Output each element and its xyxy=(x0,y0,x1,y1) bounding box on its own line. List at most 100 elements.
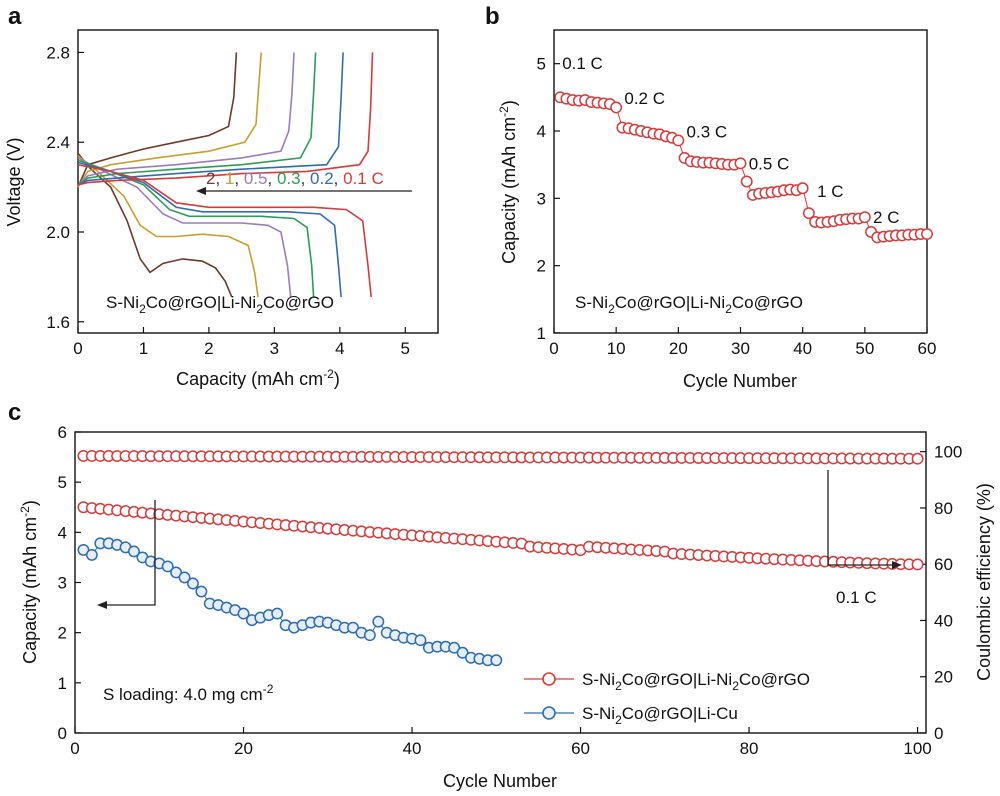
panel-c-blue-capacity-point xyxy=(161,560,174,573)
panel-b-point xyxy=(858,211,871,224)
panel-a-rate-sep: , xyxy=(234,169,243,188)
panel-b: 0 10 20 30 40 50 60 1 2 3 4 5 0.1 C 0.2 C 0.3 C 0.5 C 1… xyxy=(497,29,937,391)
panel-c-y2tick-label: 100 xyxy=(934,443,962,462)
panel-b-xtick-label: 40 xyxy=(793,339,812,358)
panel-c-blue-capacity-point xyxy=(448,641,461,654)
panel-b-point xyxy=(921,228,933,240)
panel-a-charge-curve xyxy=(77,52,374,186)
panel-b-sample-label: S-Ni2Co@rGO|Li-Ni2Co@rGO xyxy=(575,293,803,316)
panel-c-blue-capacity-point xyxy=(170,566,183,579)
panel-c-ylabel: Capacity (mAh cm-2) xyxy=(18,500,40,664)
panel-c-blue-capacity-point xyxy=(85,548,98,561)
legend-label-blue: S-Ni2Co@rGO|Li-Cu xyxy=(582,704,738,727)
panel-a-discharge-curve xyxy=(77,155,259,298)
panel-a-rate-sep: , xyxy=(301,169,310,188)
panel-b-xtick-label: 0 xyxy=(549,339,558,358)
panel-a-rate-5: 0.1 C xyxy=(343,169,384,188)
panel-a-discharge-curve xyxy=(77,161,342,298)
panel-a-ytick-label: 2.4 xyxy=(46,133,70,152)
panel-c-blue-capacity-point xyxy=(187,577,199,590)
panel-b-ytick-label: 2 xyxy=(537,257,546,276)
panel-b-point xyxy=(610,101,623,114)
panel-c-right-arrowhead xyxy=(892,561,902,569)
panel-a-ylabel: Voltage (V) xyxy=(4,137,24,226)
panel-c-xtick-label: 60 xyxy=(571,739,590,758)
panel-b-rate-label: 0.2 C xyxy=(624,89,665,108)
panel-c-ytick-label: 3 xyxy=(58,574,67,593)
panel-c-blue-capacity-point xyxy=(128,545,140,558)
panel-a-xtick-label: 1 xyxy=(139,339,148,358)
panel-a-discharge-curve xyxy=(77,157,292,298)
panel-a-xtick-label: 2 xyxy=(204,339,213,358)
panel-b-xtick-label: 50 xyxy=(855,339,874,358)
panel-b-rate-label: 1 C xyxy=(817,182,843,201)
panel-a-xtick-label: 4 xyxy=(335,339,344,358)
panel-b-point xyxy=(672,134,685,147)
panel-c-ytick-label: 2 xyxy=(58,624,67,643)
panel-b-ytick-label: 3 xyxy=(537,189,546,208)
panel-a-discharge-curve xyxy=(77,163,372,298)
panel-b-rate-label: 0.3 C xyxy=(687,123,728,142)
panel-c-xtick-label: 40 xyxy=(403,739,422,758)
panel-b-frame xyxy=(553,29,928,334)
panel-b-xtick-label: 10 xyxy=(607,339,626,358)
legend-marker-red xyxy=(542,672,556,686)
panel-c-blue-capacity-point xyxy=(456,646,469,659)
panel-c-y2tick-label: 80 xyxy=(934,499,953,518)
panel-a-xlabel: Capacity (mAh cm-2) xyxy=(176,367,340,389)
panel-b-point xyxy=(796,182,809,195)
panel-a-xtick-label: 3 xyxy=(270,339,279,358)
panel-c-blue-capacity-point xyxy=(363,629,376,642)
panel-a-xtick-label: 5 xyxy=(401,339,410,358)
panel-b-rate-label: 2 C xyxy=(873,208,899,227)
panel-b-ytick-label: 4 xyxy=(537,122,546,141)
panel-c-xtick-label: 20 xyxy=(234,739,253,758)
panel-a-letter: a xyxy=(8,3,22,30)
panel-c-points xyxy=(77,449,924,667)
panel-c-rate-label: 0.1 C xyxy=(836,588,877,607)
panel-c-blue-capacity-point xyxy=(271,607,284,620)
panel-c-legend: S-Ni2Co@rGO|Li-Ni2Co@rGO S-Ni2Co@rGO|Li-… xyxy=(524,670,810,727)
panel-c-y2tick-label: 0 xyxy=(934,724,943,743)
panel-c-loading-label: S loading: 4.0 mg cm-2 xyxy=(103,682,274,704)
panel-c-y2label: Coulombic efficiency (%) xyxy=(974,483,994,681)
panel-b-xtick-label: 30 xyxy=(731,339,750,358)
panel-a: 0 1 2 3 4 51.62.02.42.8 2, 1, 0.5, 0.3, 0.2, … xyxy=(4,29,439,389)
panel-c-xtick-label: 0 xyxy=(70,739,79,758)
panel-c-blue-capacity-point xyxy=(178,571,191,584)
panel-c-blue-capacity-point xyxy=(195,585,208,598)
panel-c-y2tick-label: 40 xyxy=(934,611,953,630)
panel-a-charge-curve xyxy=(77,52,317,186)
panel-a-rate-2: 0.5 xyxy=(244,169,268,188)
panel-a-xtick-label: 0 xyxy=(73,339,82,358)
panel-c-y2tick-label: 20 xyxy=(934,668,953,687)
panel-c-red-ce-point xyxy=(911,452,924,465)
panel-c-right-arrow xyxy=(827,470,898,566)
legend-marker-blue xyxy=(542,706,556,720)
panel-b-xtick-label: 20 xyxy=(669,339,688,358)
panel-a-rate-sep: , xyxy=(215,169,224,188)
panel-a-ytick-label: 2.0 xyxy=(46,223,70,242)
panel-b-rate-labels: 0.1 C 0.2 C 0.3 C 0.5 C 1 C 2 C xyxy=(562,54,899,227)
panel-c-xtick-label: 80 xyxy=(740,739,759,758)
panel-b-point xyxy=(734,157,747,170)
panel-a-ytick-label: 1.6 xyxy=(46,313,70,332)
panel-c-ytick-label: 4 xyxy=(58,523,67,542)
panel-a-charge-curve xyxy=(77,52,344,186)
panel-b-rate-label: 0.5 C xyxy=(749,154,790,173)
panel-b-ytick-label: 1 xyxy=(537,324,546,343)
panel-c-left-arrow xyxy=(100,500,156,606)
panel-a-ticks: 0 1 2 3 4 51.62.02.42.8 xyxy=(46,43,410,358)
panel-b-ticks: 0 10 20 30 40 50 60 1 2 3 4 5 xyxy=(537,55,937,358)
panel-b-xtick-label: 60 xyxy=(918,339,937,358)
panel-a-rate-4: 0.2 xyxy=(310,169,334,188)
panel-c-xtick-label: 100 xyxy=(903,739,931,758)
panel-c-blue-capacity-point xyxy=(347,621,359,634)
panel-a-rate-legend: 2, 1, 0.5, 0.3, 0.2, 0.1 C xyxy=(206,169,384,188)
panel-b-point xyxy=(802,207,815,220)
panel-c-left-arrowhead xyxy=(97,601,107,609)
panel-c-y2tick-label: 60 xyxy=(934,555,953,574)
